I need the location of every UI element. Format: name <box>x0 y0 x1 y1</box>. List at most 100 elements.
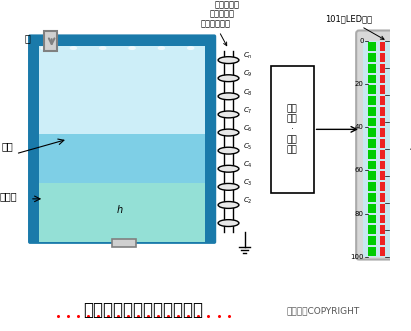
Text: 6: 6 <box>410 200 411 206</box>
Bar <box>380 139 386 148</box>
Bar <box>369 214 376 223</box>
Bar <box>380 214 386 223</box>
Text: 不锈钢圆环: 不锈钢圆环 <box>214 0 239 9</box>
Bar <box>380 236 386 245</box>
Bar <box>380 225 386 234</box>
Text: 8: 8 <box>410 254 411 260</box>
Text: 铜质直角接头: 铜质直角接头 <box>200 20 230 46</box>
Bar <box>44 31 58 51</box>
Text: $C_{7}$: $C_{7}$ <box>243 106 252 116</box>
Text: $C_{2}$: $C_{2}$ <box>243 196 252 206</box>
Bar <box>380 118 386 126</box>
Ellipse shape <box>218 147 239 154</box>
Ellipse shape <box>218 111 239 118</box>
Text: 泵: 泵 <box>24 33 30 43</box>
Bar <box>369 193 376 202</box>
Text: 101段LED光柱: 101段LED光柱 <box>325 15 384 39</box>
Ellipse shape <box>218 93 239 100</box>
FancyBboxPatch shape <box>28 34 216 244</box>
Bar <box>112 239 136 247</box>
Text: $C_{9}$: $C_{9}$ <box>243 69 252 79</box>
Bar <box>380 171 386 180</box>
Text: 0: 0 <box>410 38 411 44</box>
Text: 玻璃连通器: 玻璃连通器 <box>210 10 235 19</box>
Bar <box>363 41 411 257</box>
FancyBboxPatch shape <box>356 30 411 260</box>
Bar <box>380 128 386 137</box>
Text: 100: 100 <box>350 254 364 260</box>
Bar <box>369 53 376 62</box>
Text: 储液罐: 储液罐 <box>0 191 17 201</box>
Bar <box>380 96 386 105</box>
Bar <box>380 182 386 191</box>
Bar <box>380 204 386 213</box>
Bar <box>369 171 376 180</box>
Ellipse shape <box>40 46 48 50</box>
Ellipse shape <box>218 75 239 82</box>
Text: 2: 2 <box>410 92 411 98</box>
Ellipse shape <box>218 129 239 136</box>
Bar <box>369 74 376 83</box>
Bar <box>369 139 376 148</box>
Text: 0: 0 <box>359 38 364 44</box>
Ellipse shape <box>157 46 165 50</box>
Ellipse shape <box>218 202 239 209</box>
Text: 光柱显示编码式液位计原理: 光柱显示编码式液位计原理 <box>83 302 203 319</box>
Text: 5: 5 <box>410 173 411 179</box>
Bar <box>369 128 376 137</box>
Text: 40: 40 <box>355 124 364 130</box>
Bar <box>380 107 386 116</box>
Bar <box>369 64 376 72</box>
Bar <box>369 204 376 213</box>
Bar <box>380 74 386 83</box>
Text: 3: 3 <box>410 119 411 125</box>
Text: $C_{3}$: $C_{3}$ <box>243 178 252 188</box>
Ellipse shape <box>218 220 239 226</box>
Text: h: h <box>117 205 123 214</box>
Text: 1: 1 <box>410 65 411 71</box>
Bar <box>380 150 386 159</box>
Bar <box>369 85 376 94</box>
Ellipse shape <box>99 46 106 50</box>
Bar <box>369 236 376 245</box>
Text: 20: 20 <box>355 81 364 87</box>
Text: $C_{4}$: $C_{4}$ <box>243 160 252 170</box>
Bar <box>39 46 205 154</box>
Ellipse shape <box>128 46 136 50</box>
Bar <box>271 66 314 193</box>
Text: 80: 80 <box>355 211 364 216</box>
Bar <box>380 193 386 202</box>
Bar <box>380 53 386 62</box>
Text: 7: 7 <box>410 227 411 233</box>
Ellipse shape <box>69 46 77 50</box>
Bar <box>369 225 376 234</box>
Bar <box>369 42 376 51</box>
Bar <box>369 118 376 126</box>
Bar <box>369 161 376 169</box>
Ellipse shape <box>218 183 239 190</box>
Text: $C_{8}$: $C_{8}$ <box>243 87 252 98</box>
Text: 4: 4 <box>410 146 411 152</box>
Ellipse shape <box>218 165 239 172</box>
Text: 东方仿真COPYRIGHT: 东方仿真COPYRIGHT <box>286 306 360 315</box>
Bar <box>369 107 376 116</box>
Text: $C_{5}$: $C_{5}$ <box>243 142 252 152</box>
Bar <box>39 134 205 242</box>
Text: $C_{6}$: $C_{6}$ <box>243 123 252 134</box>
Bar <box>380 64 386 72</box>
Text: 60: 60 <box>355 167 364 173</box>
Bar <box>380 42 386 51</box>
Bar <box>369 247 376 256</box>
Text: 容量
检测
·
编码
电路: 容量 检测 · 编码 电路 <box>287 104 298 155</box>
Bar <box>369 96 376 105</box>
Text: 液面: 液面 <box>2 141 13 151</box>
Bar <box>369 182 376 191</box>
Bar <box>39 183 205 242</box>
Bar <box>380 247 386 256</box>
Bar <box>369 150 376 159</box>
Bar <box>380 85 386 94</box>
Ellipse shape <box>187 46 194 50</box>
Text: $C_n$: $C_n$ <box>243 51 252 61</box>
Ellipse shape <box>218 57 239 64</box>
Bar <box>380 161 386 169</box>
